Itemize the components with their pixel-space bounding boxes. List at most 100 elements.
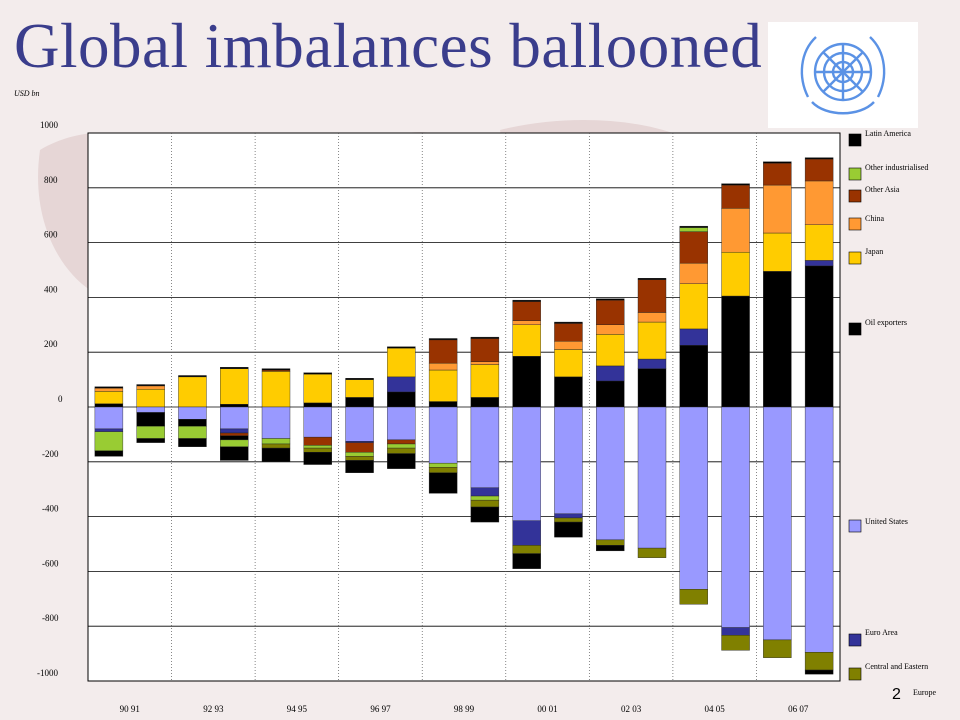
- bar-segment-japan: [345, 379, 374, 398]
- bar-segment-other_asia: [804, 158, 834, 182]
- bar-segment-oil_exporters: [721, 295, 750, 408]
- bar-segment-oil_exporters: [637, 368, 667, 408]
- bar-segment-oil_exporters: [178, 438, 207, 447]
- bar-segment-euro_area: [679, 328, 708, 346]
- bar-segment-euro_area: [220, 428, 249, 434]
- bar-segment-japan: [387, 347, 416, 378]
- legend-swatch-euro_area: [848, 633, 862, 647]
- bar-segment-euro_area: [94, 428, 124, 432]
- x-tick-label: 96 97: [370, 704, 391, 714]
- bar-segment-oil_exporters: [596, 380, 625, 408]
- bar-segment-other_industrialised: [94, 431, 124, 452]
- bar-segment-united_states: [387, 406, 416, 441]
- x-tick-label: 92 93: [203, 704, 224, 714]
- bar-segment-central_eastern_europe: [345, 456, 374, 461]
- bar-segment-other_asia: [470, 338, 500, 362]
- bar-segment-central_eastern_europe: [387, 447, 416, 454]
- chart-grid: [87, 132, 841, 682]
- bar-segment-united_states: [178, 406, 207, 420]
- bar-segment-euro_area: [637, 358, 667, 369]
- bar-segment-other_asia: [303, 436, 332, 446]
- x-tick-label: 94 95: [287, 704, 308, 714]
- bar-segment-central_eastern_europe: [512, 545, 541, 554]
- bar-segment-oil_exporters: [428, 472, 458, 494]
- bar-segment-oil_exporters: [345, 397, 374, 408]
- bar-segment-united_states: [679, 406, 708, 590]
- slide-number: 2: [892, 686, 901, 703]
- bar-segment-japan: [470, 364, 500, 398]
- bar-segment-japan: [220, 368, 249, 405]
- bar-segment-oil_exporters: [470, 506, 500, 523]
- bar-segment-euro_area: [387, 376, 416, 393]
- bar-segment-oil_exporters: [428, 401, 458, 408]
- bar-segment-china: [637, 312, 667, 323]
- bar-segment-united_states: [428, 406, 458, 464]
- bar-segment-united_states: [804, 406, 834, 653]
- bar-segment-japan: [679, 283, 708, 330]
- bar-segment-united_states: [763, 406, 792, 641]
- bar-segment-other_industrialised: [470, 495, 500, 501]
- un-emblem-icon: [768, 22, 918, 128]
- bar-segment-other_asia: [387, 439, 416, 445]
- bar-segment-japan: [721, 251, 750, 297]
- bar-segment-latin_america: [721, 183, 750, 186]
- bar-segment-china: [136, 385, 165, 390]
- y-tick-label: -600: [42, 558, 59, 568]
- bar-segment-united_states: [220, 406, 249, 430]
- x-tick-label: 00 01: [537, 704, 557, 714]
- bar-segment-other_asia: [261, 369, 291, 372]
- bar-segment-latin_america: [679, 225, 708, 228]
- bar-segment-japan: [596, 334, 625, 367]
- legend-label-central_eastern_europe-line2: Europe: [913, 688, 937, 697]
- bar-segment-united_states: [554, 406, 583, 515]
- bar-segment-oil_exporters: [554, 376, 583, 408]
- bar-segment-oil_exporters: [345, 460, 374, 473]
- legend-swatch-other_industrialised: [848, 167, 862, 181]
- bar-segment-latin_america: [470, 336, 500, 339]
- bar-segment-other_industrialised: [136, 425, 165, 439]
- bar-segment-latin_america: [303, 372, 332, 375]
- bar-segment-oil_exporters: [387, 453, 416, 469]
- bar-segment-euro_area: [512, 520, 541, 546]
- bar-segment-central_eastern_europe: [428, 467, 458, 473]
- bar-segment-euro_area: [721, 627, 750, 636]
- bar-segment-china: [470, 361, 500, 365]
- bar-segment-china: [804, 180, 834, 225]
- legend-label-other_asia: Other Asia: [865, 185, 900, 194]
- y-tick-label: -800: [42, 613, 59, 623]
- bar-segment-other_industrialised: [261, 438, 291, 445]
- bar-segment-euro_area: [345, 441, 374, 443]
- chart-bars: [94, 157, 834, 675]
- bar-segment-other_industrialised: [178, 425, 207, 439]
- legend-label-latin_america: Latin America: [865, 129, 911, 138]
- bar-segment-latin_america: [178, 375, 207, 378]
- bar-segment-central_eastern_europe: [554, 517, 583, 523]
- legend-swatch-other_asia: [848, 189, 862, 203]
- bar-segment-united_states: [136, 406, 165, 413]
- x-tick-label: 04 05: [705, 704, 726, 714]
- bar-segment-oil_exporters: [303, 452, 332, 465]
- legend-swatch-central_eastern_europe: [848, 667, 862, 681]
- bar-segment-other_industrialised: [220, 439, 249, 447]
- legend-swatch-oil_exporters: [848, 322, 862, 336]
- bar-segment-other_industrialised: [303, 445, 332, 449]
- bar-segment-oil_exporters: [679, 345, 708, 408]
- x-tick-label: 98 99: [454, 704, 475, 714]
- bar-segment-japan: [554, 349, 583, 378]
- bar-segment-latin_america: [387, 346, 416, 349]
- legend-swatch-china: [848, 217, 862, 231]
- bar-segment-other_industrialised: [345, 452, 374, 457]
- bar-segment-euro_area: [596, 365, 625, 382]
- bar-segment-central_eastern_europe: [804, 652, 834, 671]
- legend-label-oil_exporters: Oil exporters: [865, 318, 907, 327]
- bar-segment-oil_exporters: [94, 403, 124, 408]
- bar-segment-euro_area: [470, 487, 500, 497]
- bar-segment-oil_exporters: [763, 271, 792, 408]
- slide-title: Global imbalances ballooned: [14, 11, 763, 81]
- x-tick-label: 06 07: [788, 704, 809, 714]
- y-tick-label: -400: [42, 504, 59, 514]
- bar-segment-latin_america: [178, 419, 207, 427]
- bar-segment-central_eastern_europe: [261, 443, 291, 449]
- bar-segment-oil_exporters: [804, 669, 834, 675]
- bar-segment-latin_america: [345, 378, 374, 380]
